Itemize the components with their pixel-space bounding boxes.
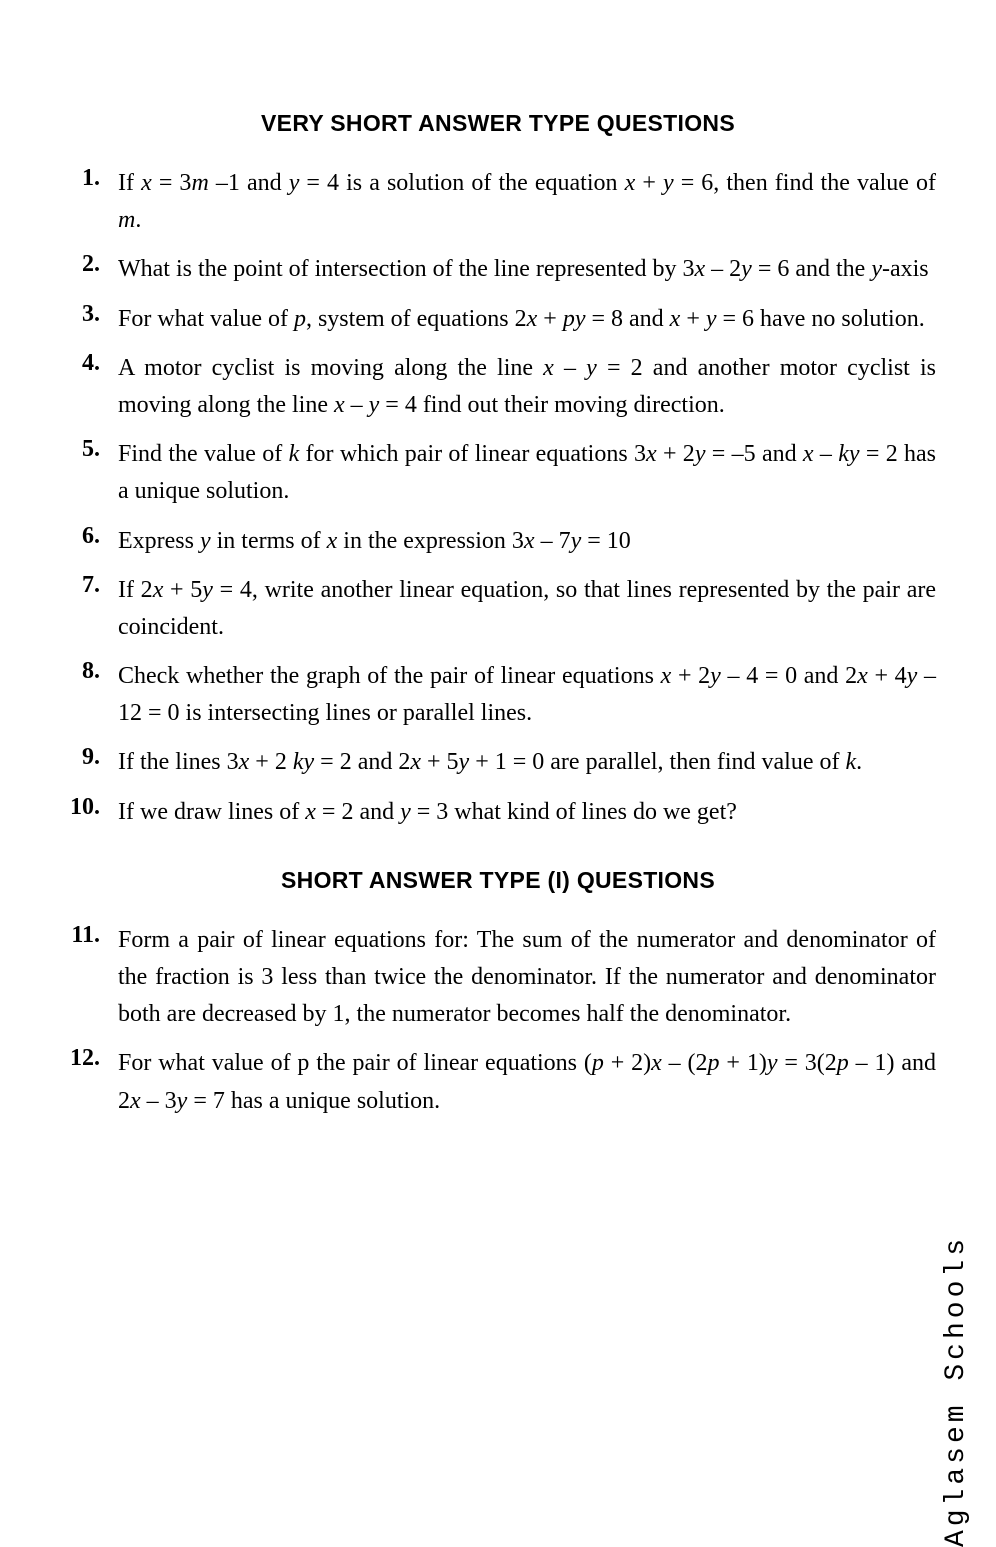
list-item: 8. Check whether the graph of the pair o… xyxy=(60,658,936,732)
question-text: A motor cyclist is moving along the line… xyxy=(118,350,936,424)
watermark-text: Aglasem Schools xyxy=(941,1235,972,1547)
list-item: 9. If the lines 3x + 2 ky = 2 and 2x + 5… xyxy=(60,744,936,781)
list-item: 10. If we draw lines of x = 2 and y = 3 … xyxy=(60,794,936,831)
question-text: What is the point of intersection of the… xyxy=(118,251,936,288)
question-number: 6. xyxy=(60,523,118,550)
question-number: 2. xyxy=(60,251,118,278)
list-item: 6. Express y in terms of x in the expres… xyxy=(60,523,936,560)
question-number: 7. xyxy=(60,572,118,599)
page: VERY SHORT ANSWER TYPE QUESTIONS 1. If x… xyxy=(0,0,996,1192)
question-text: Find the value of k for which pair of li… xyxy=(118,436,936,510)
list-item: 12. For what value of p the pair of line… xyxy=(60,1045,936,1119)
question-text: If 2x + 5y = 4, write another linear equ… xyxy=(118,572,936,646)
question-text: Form a pair of linear equations for: The… xyxy=(118,922,936,1034)
question-number: 5. xyxy=(60,436,118,463)
list-item: 2. What is the point of intersection of … xyxy=(60,251,936,288)
question-text: If x = 3m –1 and y = 4 is a solution of … xyxy=(118,165,936,239)
question-number: 3. xyxy=(60,301,118,328)
question-number: 11. xyxy=(60,922,118,949)
question-text: For what value of p, system of equations… xyxy=(118,301,936,338)
question-list-very-short: 1. If x = 3m –1 and y = 4 is a solution … xyxy=(60,165,936,831)
question-number: 4. xyxy=(60,350,118,377)
question-number: 12. xyxy=(60,1045,118,1072)
list-item: 4. A motor cyclist is moving along the l… xyxy=(60,350,936,424)
list-item: 1. If x = 3m –1 and y = 4 is a solution … xyxy=(60,165,936,239)
list-item: 11. Form a pair of linear equations for:… xyxy=(60,922,936,1034)
question-number: 1. xyxy=(60,165,118,192)
question-number: 10. xyxy=(60,794,118,821)
question-text: If we draw lines of x = 2 and y = 3 what… xyxy=(118,794,936,831)
list-item: 5. Find the value of k for which pair of… xyxy=(60,436,936,510)
question-number: 8. xyxy=(60,658,118,685)
question-list-short-answer: 11. Form a pair of linear equations for:… xyxy=(60,922,936,1120)
question-number: 9. xyxy=(60,744,118,771)
list-item: 3. For what value of p, system of equati… xyxy=(60,301,936,338)
section-heading-very-short: VERY SHORT ANSWER TYPE QUESTIONS xyxy=(60,110,936,137)
question-text: For what value of p the pair of linear e… xyxy=(118,1045,936,1119)
section-heading-short-answer: SHORT ANSWER TYPE (I) QUESTIONS xyxy=(60,867,936,894)
list-item: 7. If 2x + 5y = 4, write another linear … xyxy=(60,572,936,646)
spacer xyxy=(60,843,936,867)
question-text: If the lines 3x + 2 ky = 2 and 2x + 5y +… xyxy=(118,744,936,781)
question-text: Check whether the graph of the pair of l… xyxy=(118,658,936,732)
question-text: Express y in terms of x in the expressio… xyxy=(118,523,936,560)
